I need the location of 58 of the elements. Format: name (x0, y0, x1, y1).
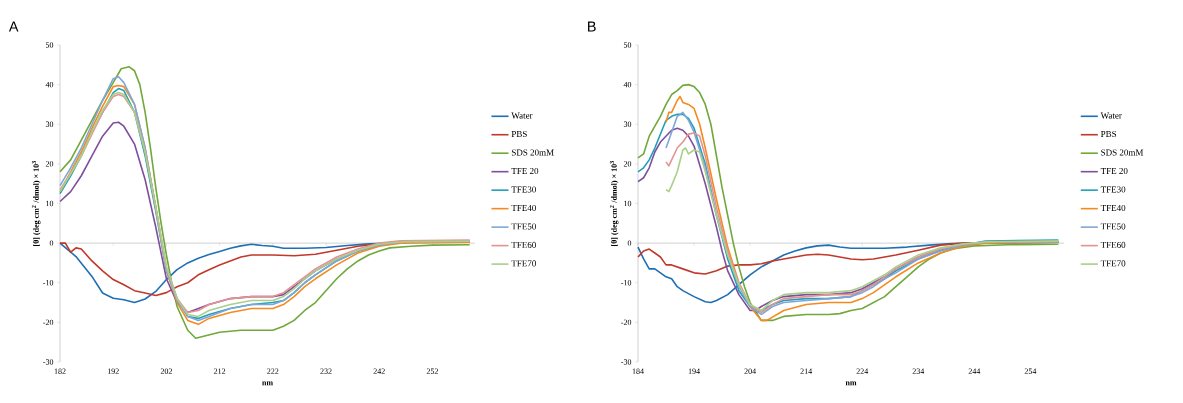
x-tick-label: 182 (54, 368, 66, 374)
chart-title: A (8, 21, 19, 32)
legend-label: TFE50 (511, 223, 536, 230)
y-tick-label: 20 (623, 161, 632, 167)
legend-label: SDS 20mM (1101, 149, 1144, 156)
x-axis-title: nm (262, 381, 273, 386)
x-tick-label: 214 (800, 368, 813, 374)
y-tick-label: 10 (624, 200, 632, 207)
legend-label: TFE70 (1100, 260, 1126, 267)
y-tick-label: -10 (621, 280, 632, 286)
y-tick-label: -30 (621, 359, 632, 365)
y-tick-label: 40 (623, 81, 632, 88)
x-tick-label: 222 (267, 368, 279, 374)
x-tick-label: 254 (1024, 368, 1037, 374)
y-tick-label: 0 (49, 240, 54, 246)
x-tick-label: 244 (968, 368, 981, 374)
y-tick-label: -10 (43, 280, 54, 286)
x-tick-label: 194 (688, 368, 700, 374)
x-tick-label: 204 (744, 368, 756, 374)
y-tick-label: 50 (45, 42, 54, 48)
y-tick-label: -30 (43, 359, 54, 365)
x-tick-label: 202 (160, 368, 172, 374)
y-tick-label: 30 (623, 121, 632, 127)
legend-label: TFE40 (511, 204, 536, 211)
legend-label: TFE30 (1100, 186, 1126, 193)
x-tick-label: 212 (213, 368, 226, 374)
x-axis-title: nm (845, 381, 857, 386)
x-tick-label: 232 (320, 368, 332, 374)
y-tick-label: 50 (623, 42, 632, 48)
y-tick-label: 40 (45, 81, 54, 88)
x-tick-label: 234 (912, 368, 925, 374)
chart-title: B (588, 21, 596, 32)
y-tick-label: 20 (45, 161, 54, 167)
x-tick-label: 184 (632, 368, 644, 374)
x-tick-label: 242 (373, 368, 385, 374)
legend-label: Water (511, 112, 533, 119)
legend-label: TFE40 (1100, 204, 1126, 211)
y-tick-label: -20 (43, 319, 54, 326)
legend-label: TFE60 (511, 241, 536, 248)
legend-label: TFE 20 (1100, 167, 1128, 175)
y-tick-label: -20 (621, 319, 632, 326)
legend-label: TFE70 (511, 260, 536, 267)
legend-label: TFE60 (1100, 241, 1126, 248)
y-tick-label: 30 (45, 121, 54, 127)
x-tick-label: 192 (107, 368, 119, 374)
legend-label: TFE 20 (511, 167, 539, 175)
y-tick-label: 10 (46, 200, 54, 207)
legend-label: TFE30 (511, 186, 536, 193)
legend-label: SDS 20mM (511, 149, 554, 156)
x-tick-label: 224 (856, 368, 869, 374)
legend-label: Water (1100, 112, 1122, 119)
x-tick-label: 252 (426, 368, 438, 374)
y-tick-label: 0 (627, 240, 632, 246)
y-axis-title: [θ] (deg cm$^{2}$ /dmol) × 10$^{3}$ (31, 161, 41, 246)
legend-label: PBS (511, 130, 527, 138)
legend-label: TFE50 (1100, 223, 1126, 230)
legend-label: PBS (1100, 130, 1117, 138)
y-axis-title: [θ] (deg cm$^{2}$ /dmol) × 10$^{3}$ (609, 161, 619, 246)
